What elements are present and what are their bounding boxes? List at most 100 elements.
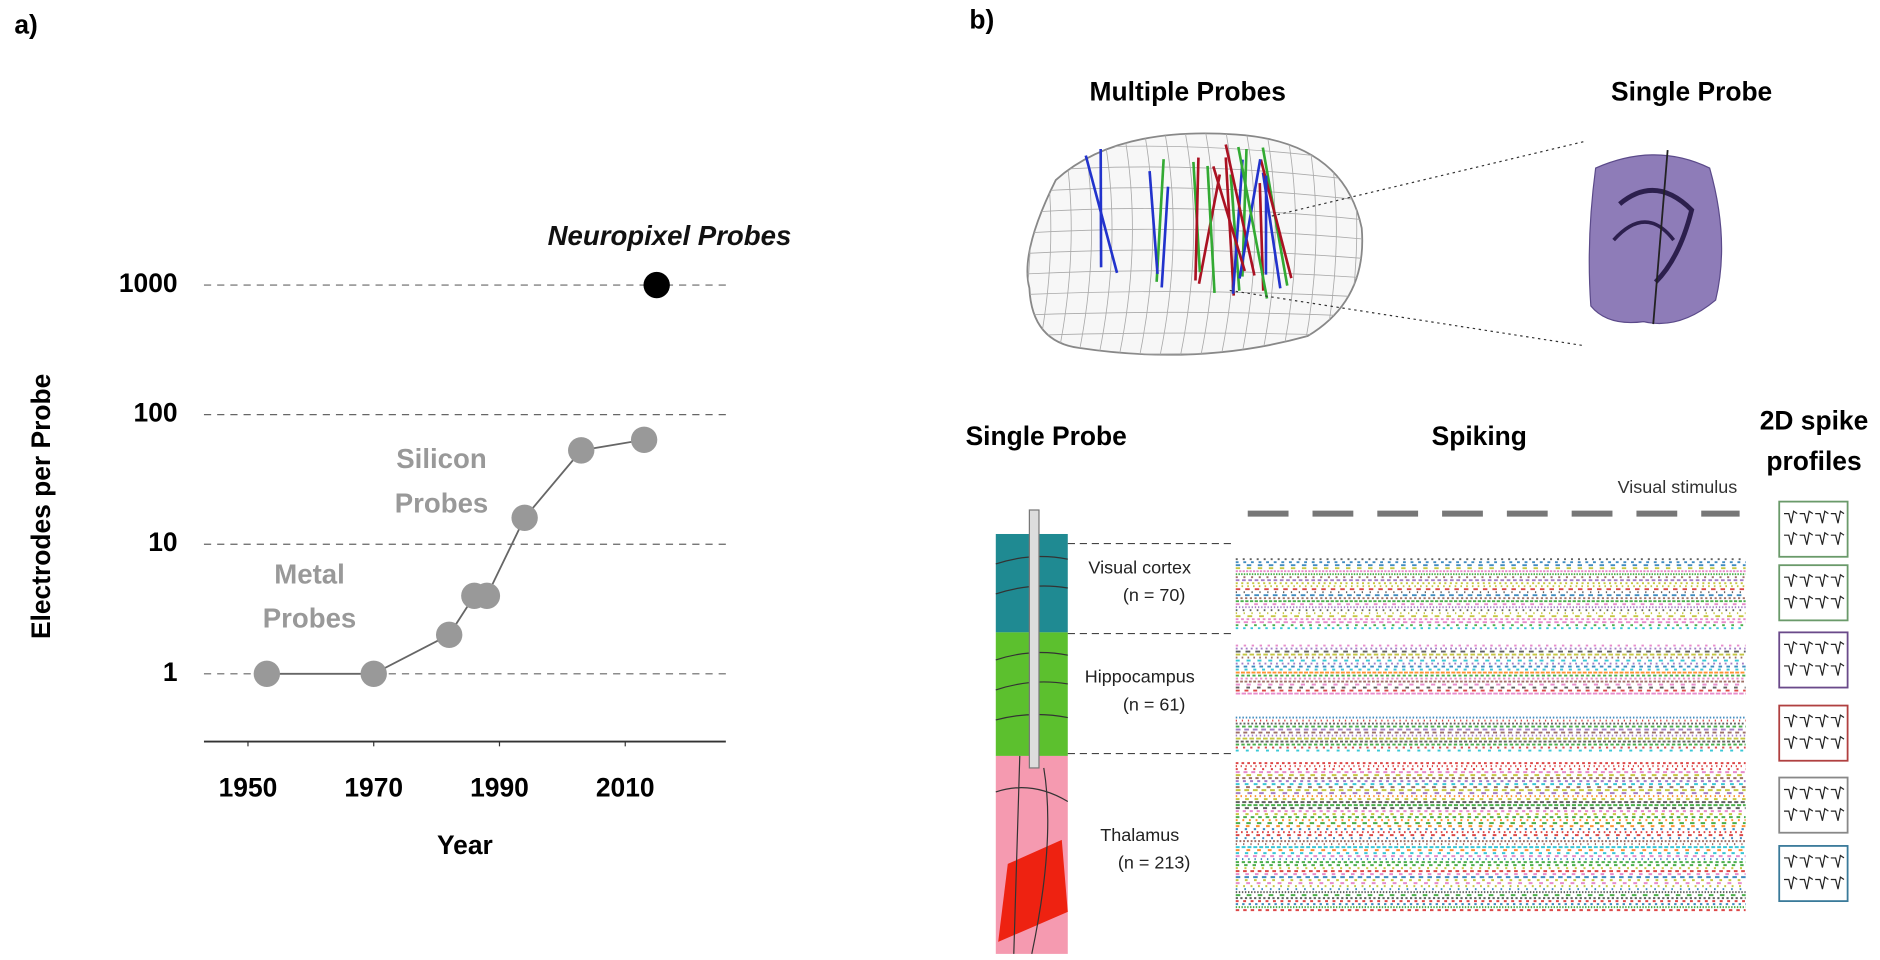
waveform [1830, 735, 1845, 749]
waveform [1784, 735, 1798, 749]
y-tick-label: 100 [134, 398, 178, 428]
waveform [1830, 854, 1845, 868]
waveform [1784, 531, 1798, 545]
waveform [1830, 807, 1845, 821]
x-tick-label: 2010 [596, 773, 655, 803]
probe-track [1194, 157, 1200, 281]
region-count: (n = 213) [1118, 853, 1190, 873]
data-point [568, 437, 595, 464]
waveform [1815, 510, 1829, 524]
data-point [473, 582, 501, 609]
panel-label: a) [14, 9, 37, 39]
probe-track [1231, 159, 1244, 294]
waveform [1799, 573, 1814, 587]
annotation: Silicon [396, 443, 486, 474]
mesh-line [1258, 133, 1276, 355]
waveform [1830, 595, 1845, 609]
region-name: Thalamus [1100, 825, 1179, 845]
waveform [1815, 640, 1829, 655]
probe-track [1197, 174, 1222, 284]
waveform [1815, 662, 1829, 676]
probe-column [995, 509, 1236, 955]
waveform [1784, 595, 1798, 609]
x-tick-label: 1990 [470, 773, 529, 803]
waveform [1815, 714, 1829, 728]
waveform [1799, 786, 1814, 800]
waveform [1799, 595, 1814, 609]
waveform [1799, 510, 1814, 524]
waveform [1815, 854, 1829, 868]
profile-box [1778, 500, 1849, 558]
mesh-line [1027, 208, 1363, 222]
panel-title: Spiking [1432, 421, 1527, 451]
annotation: Probes [395, 487, 489, 518]
waveform [1784, 714, 1798, 728]
probe-track [1224, 144, 1256, 276]
y-axis-title: Electrodes per Probe [26, 374, 56, 639]
mesh-line [1115, 133, 1133, 355]
data-point [511, 504, 538, 531]
profile-box [1778, 776, 1849, 834]
probe-track [1160, 186, 1170, 288]
waveform [1830, 510, 1845, 524]
mesh-line [1027, 291, 1363, 299]
probe-track [1229, 174, 1241, 291]
data-point [253, 660, 281, 687]
waveform [1784, 807, 1798, 821]
profile-box [1778, 845, 1849, 903]
waveform [1799, 854, 1814, 868]
waveform [1799, 807, 1814, 821]
annotation: Neuropixel Probes [548, 220, 792, 251]
brain-slice [1588, 149, 1723, 325]
brain-illustration [1026, 132, 1364, 356]
waveform [1784, 662, 1798, 676]
mesh-line [1027, 270, 1363, 279]
mesh-line [1094, 133, 1113, 355]
waveform [1799, 714, 1814, 728]
profile-box [1778, 704, 1849, 762]
waveform [1784, 510, 1798, 524]
probe-track [1224, 157, 1236, 296]
y-tick-label: 10 [148, 527, 177, 557]
waveform [1815, 786, 1829, 800]
waveform [1784, 573, 1798, 587]
probe-track [1148, 171, 1159, 274]
profile-box [1778, 631, 1849, 689]
probe-track [1237, 146, 1269, 299]
waveform [1784, 854, 1798, 868]
mesh-line [1027, 249, 1363, 260]
mesh-line [1027, 133, 1031, 355]
waveform [1799, 876, 1814, 890]
waveform [1830, 573, 1845, 587]
region-count: (n = 70) [1123, 585, 1185, 605]
waveform [1815, 735, 1829, 749]
probe-track [1238, 158, 1262, 279]
y-tick-label: 1000 [119, 268, 178, 298]
data-point [360, 660, 387, 687]
waveform [1830, 786, 1845, 800]
waveform [1799, 662, 1814, 676]
waveform [1830, 640, 1845, 655]
data-point [435, 621, 463, 648]
data-point [643, 271, 670, 299]
annotation: Metal [274, 558, 345, 589]
x-tick-label: 1950 [219, 773, 278, 803]
probe-track [1206, 165, 1216, 294]
spike-raster [1235, 558, 1746, 912]
region-name: Visual cortex [1088, 558, 1191, 578]
waveform [1815, 876, 1829, 890]
panel-title: profiles [1766, 446, 1861, 476]
probe-track [1212, 165, 1247, 272]
mesh-line [1027, 228, 1363, 241]
mesh-line [1196, 133, 1215, 355]
waveform [1830, 876, 1845, 890]
stimulus-label: Visual stimulus [1618, 477, 1738, 497]
panel-title: 2D spike [1760, 405, 1869, 435]
data-point [630, 426, 658, 453]
mesh-line [1027, 311, 1363, 318]
waveform [1784, 786, 1798, 800]
waveform [1815, 531, 1829, 545]
x-tick-label: 1970 [344, 773, 403, 803]
waveform [1799, 640, 1814, 655]
